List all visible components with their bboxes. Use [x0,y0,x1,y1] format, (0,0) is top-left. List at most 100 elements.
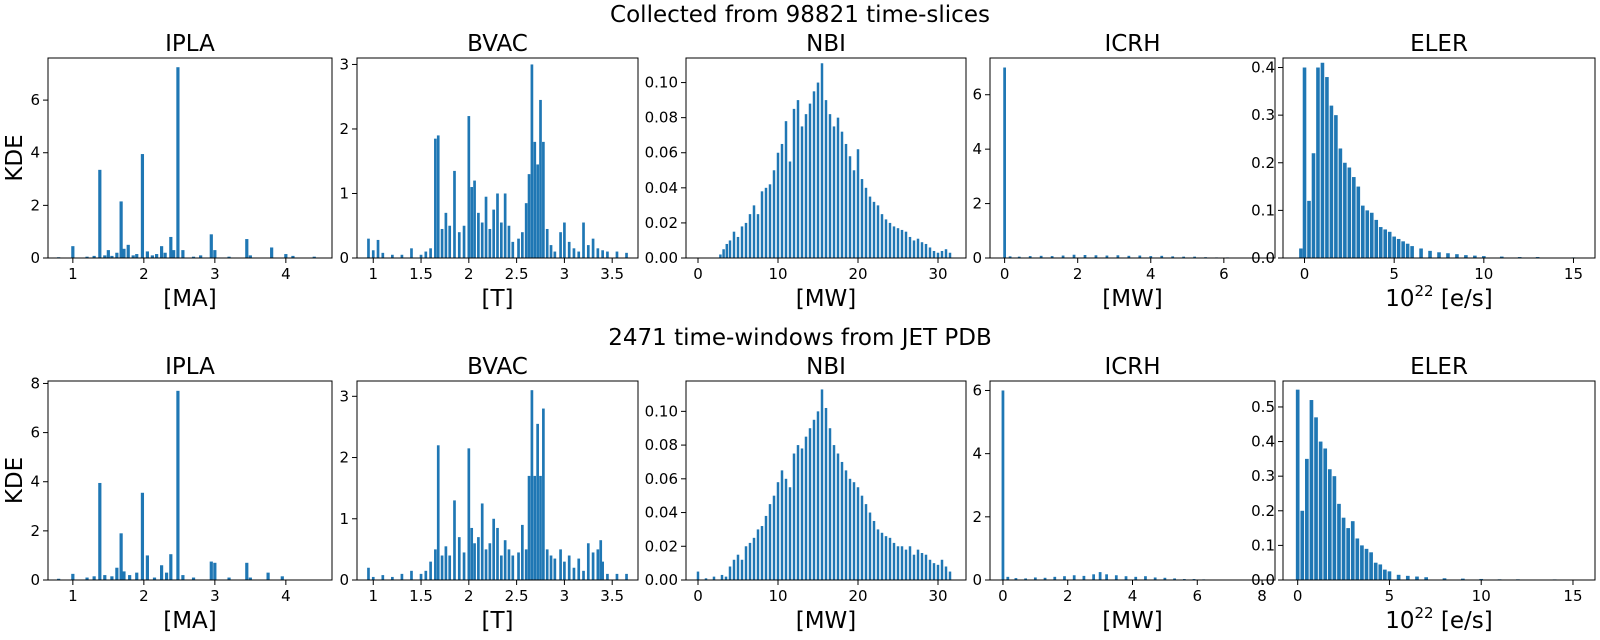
histogram-bar [530,64,534,258]
histogram-bar [1383,229,1387,258]
y-tick-label: 0.4 [1251,59,1275,77]
histogram-bar [1124,576,1128,580]
histogram-bar [115,252,119,258]
x-tick-label: 1 [368,265,378,283]
axes-frame [356,57,639,259]
histogram-bar [1309,400,1314,580]
y-tick-label: 6 [972,381,982,399]
histogram-bar [1039,255,1043,258]
histogram-bar [924,554,928,580]
y-tick-label: 0.2 [1251,502,1275,520]
histogram-bar [1482,256,1486,258]
histogram-bar [1302,67,1307,259]
histogram-bar [904,549,908,580]
histogram-bar [457,232,461,258]
x-tick-label: 10 [768,265,787,283]
histogram-bar [511,241,515,258]
histogram-bar [312,256,316,258]
histogram-bar [591,238,595,258]
histogram-bar [888,537,892,580]
histogram-bar [444,212,448,258]
histogram-bar [940,559,944,580]
histogram-bar [591,552,595,580]
histogram-bar [1105,574,1108,580]
x-axis-label: [MW] [1102,286,1163,312]
histogram-bar [601,250,604,258]
histogram-bar [1455,254,1459,258]
y-tick-label: 0.0 [1251,249,1275,267]
histogram-bar [836,117,840,259]
histogram-bar [884,536,888,580]
histogram-bar [563,561,566,580]
x-tick-label: 6 [1192,587,1202,605]
histogram-bar [844,470,848,580]
histogram-bar [103,575,107,580]
histogram-bar [1392,236,1396,258]
histogram-bar [1365,210,1370,258]
histogram-bar [1171,256,1175,258]
histogram-bar [920,242,924,258]
histogram-bar [615,251,619,258]
histogram-bar [191,256,196,258]
histogram-bar [1355,538,1360,580]
histogram-bar [586,245,590,258]
histogram-bar [712,576,716,580]
histogram-bar [1396,574,1401,580]
histogram-bar [696,571,700,580]
x-tick-label: 2 [1073,265,1083,283]
y-tick-label: 0 [339,571,349,589]
histogram-bar [832,445,836,580]
x-tick-label: 2 [464,265,474,283]
histogram-bar [517,552,520,580]
y-axis-label: KDE [2,457,28,504]
x-tick-label: 2 [139,265,149,283]
histogram-bar [1360,545,1364,580]
histogram-bar [764,515,768,580]
histogram-bar [784,478,788,580]
histogram-bar [1318,441,1323,580]
histogram-bar [98,169,102,258]
histogram-bar [596,248,600,258]
panel-eler-2: 0 5 10 15 0.0 0.1 0.2 0.3 0.4 0.5 ELER 1022 [e/s] [1251,354,1596,634]
histogram-bar [539,475,542,580]
panel-nbi-2: 0 10 20 30 0.00 0.02 0.04 0.06 0.08 0.10 NBI [MW] [645,354,967,634]
histogram-bar [728,566,732,580]
histogram-bar [391,254,394,258]
y-tick-label: 0.08 [645,109,678,127]
histogram-bar [150,255,154,258]
histogram-bar [776,152,780,258]
histogram-bar [453,500,456,580]
histogram-bar [840,131,844,258]
histogram-bar [92,576,96,580]
histogram-bar [542,408,545,580]
axes-frame [685,380,967,581]
histogram-bar [792,108,796,258]
histogram-bar [381,252,385,258]
panel-icrh-1: 0 2 4 6 0 2 4 6 ICRH [MW] [972,31,1276,312]
histogram-bar [553,558,557,580]
axes-frame [47,57,333,259]
histogram-bar [872,520,876,580]
histogram-bar [160,565,164,580]
histogram-bar [499,555,503,580]
histogram-bar [1350,521,1355,580]
histogram-bar [1405,575,1410,580]
histogram-bar [944,566,948,580]
histogram-bar [85,577,89,580]
x-axis-label: [T] [482,286,514,312]
histogram-bar [1149,256,1153,258]
histogram-bar [57,578,61,580]
y-tick-label: 0.2 [1251,154,1275,172]
histogram-bar [872,201,876,258]
histogram-bar [367,238,370,258]
histogram-bar [1347,167,1352,258]
histogram-bar [542,141,545,258]
histogram-bar [1356,186,1361,258]
histogram-bar [808,428,812,580]
histogram-bar [1378,227,1383,258]
histogram-bar [824,100,828,258]
histogram-bar [1373,562,1378,580]
x-axis-label: 1022 [e/s] [1385,282,1493,312]
y-tick-label: 0.3 [1251,467,1275,485]
histogram-bar [549,555,553,580]
